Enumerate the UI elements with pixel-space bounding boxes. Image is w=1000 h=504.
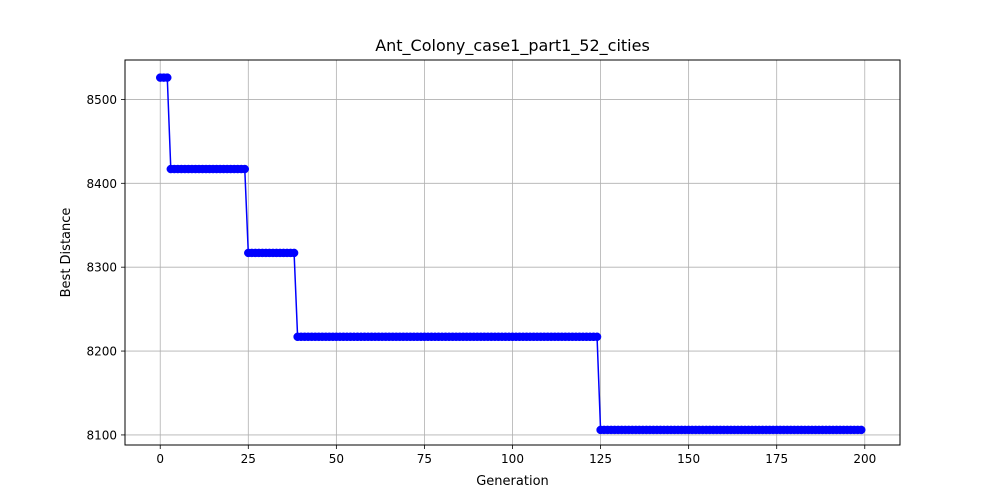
- x-tick-label: 175: [765, 452, 788, 466]
- y-tick-label: 8500: [86, 93, 117, 107]
- x-tick-label: 25: [241, 452, 256, 466]
- x-tick-label: 100: [501, 452, 524, 466]
- x-axis-label: Generation: [476, 474, 549, 489]
- y-axis-label: Best Distance: [59, 208, 74, 298]
- x-tick-label: 150: [677, 452, 700, 466]
- x-tick-label: 125: [589, 452, 612, 466]
- y-axis-ticks: 8100 8200 8300 8400 8500: [86, 93, 125, 442]
- data-point: [857, 425, 866, 435]
- chart-title: Ant_Colony_case1_part1_52_cities: [375, 36, 650, 56]
- x-tick-label: 0: [156, 452, 164, 466]
- data-point: [240, 164, 250, 174]
- x-tick-label: 50: [329, 452, 344, 466]
- x-axis-ticks: 0 25 50 75 100 125 150 175 200: [156, 445, 876, 466]
- series-best-distance: [155, 73, 866, 435]
- y-tick-label: 8400: [86, 177, 117, 191]
- x-tick-label: 75: [417, 452, 432, 466]
- x-tick-label: 200: [853, 452, 876, 466]
- y-tick-label: 8300: [86, 261, 117, 275]
- grid-lines: [125, 60, 900, 445]
- data-point: [592, 332, 602, 342]
- data-point: [163, 73, 172, 82]
- data-point: [289, 248, 299, 258]
- y-tick-label: 8200: [86, 345, 117, 359]
- y-tick-label: 8100: [86, 428, 117, 442]
